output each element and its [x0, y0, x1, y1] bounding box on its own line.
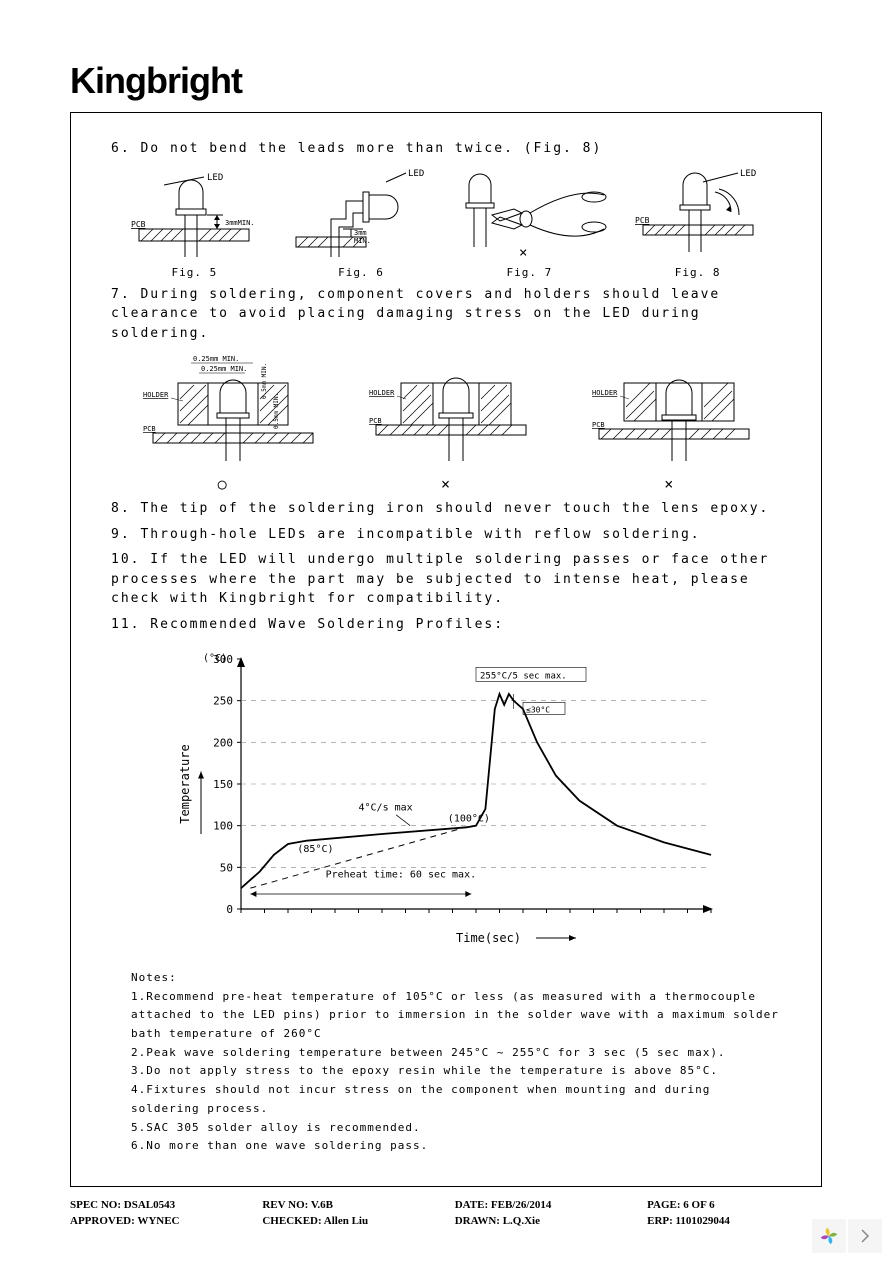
footer-spec: SPEC NO: DSAL0543 [70, 1199, 262, 1211]
svg-text:≤30°C: ≤30°C [526, 705, 550, 714]
note-4: 4.Fixtures should not incur stress on th… [131, 1081, 781, 1118]
instruction-8: 8. The tip of the soldering iron should … [111, 499, 781, 519]
footer-drawn: DRAWN: L.Q.Xie [455, 1215, 647, 1227]
svg-text:0.25mm MIN.: 0.25mm MIN. [201, 365, 247, 373]
figure-7: × Fig. 7 [444, 167, 614, 279]
note-6: 6.No more than one wave soldering pass. [131, 1137, 781, 1156]
holder-ng1-svg: HOLDER PCB [361, 351, 531, 471]
svg-text:0.25mm MIN.: 0.25mm MIN. [193, 355, 239, 363]
svg-text:150: 150 [213, 778, 233, 791]
fig6-label: Fig. 6 [278, 266, 445, 279]
footer-date: DATE: FEB/26/2014 [455, 1199, 647, 1211]
page-border: 6. Do not bend the leads more than twice… [70, 112, 822, 1187]
figure-row-1: LED PCB [111, 167, 781, 279]
fig5-svg: LED PCB [129, 167, 259, 262]
svg-text:255°C/5 sec max.: 255°C/5 sec max. [480, 671, 567, 681]
mark-ng: × [558, 475, 781, 493]
svg-text:(85°C): (85°C) [297, 844, 333, 855]
instruction-6: 6. Do not bend the leads more than twice… [111, 139, 781, 159]
svg-text:250: 250 [213, 695, 233, 708]
figure-8: LED PCB Fig. 8 [614, 167, 781, 279]
doc-footer: SPEC NO: DSAL0543 REV NO: V.6B DATE: FEB… [70, 1199, 822, 1227]
svg-text:PCB: PCB [143, 425, 156, 433]
label-3mm-b: 3mm [354, 229, 367, 237]
footer-rev: REV NO: V.6B [262, 1199, 454, 1211]
label-led: LED [740, 169, 756, 179]
holder-ng1: HOLDER PCB × [334, 351, 557, 493]
footer-checked: CHECKED: Allen Liu [262, 1215, 454, 1227]
brand-logo: Kingbright [70, 60, 822, 102]
svg-text:0: 0 [226, 903, 233, 916]
svg-text:Time(sec): Time(sec) [456, 931, 521, 945]
label-led: LED [408, 169, 424, 179]
svg-text:(°C): (°C) [203, 653, 227, 664]
fig8-label: Fig. 8 [614, 266, 781, 279]
svg-text:0.5mm MIN.: 0.5mm MIN. [273, 393, 280, 429]
holder-ok: 0.25mm MIN. 0.25mm MIN. HOLDER [111, 351, 334, 493]
mark-ng: × [334, 475, 557, 493]
holder-ng2-svg: HOLDER PCB [584, 351, 754, 471]
svg-text:HOLDER: HOLDER [143, 391, 169, 399]
svg-text:100: 100 [213, 820, 233, 833]
instruction-10: 10. If the LED will undergo multiple sol… [111, 550, 781, 609]
solder-profile-chart: 050100150200250300(°C)TemperatureTime(se… [171, 644, 781, 959]
flower-icon[interactable] [812, 1219, 846, 1253]
notes-section: Notes: 1.Recommend pre-heat temperature … [111, 969, 781, 1156]
fig5-label: Fig. 5 [111, 266, 278, 279]
fig8-svg: LED PCB [633, 167, 763, 262]
instruction-11: 11. Recommended Wave Soldering Profiles: [111, 615, 781, 635]
mark-ok: ○ [111, 475, 334, 493]
footer-erp: ERP: 1101029044 [647, 1215, 822, 1227]
fig7-svg: × [444, 167, 614, 262]
fig7-label: Fig. 7 [444, 266, 614, 279]
instruction-9: 9. Through-hole LEDs are incompatible wi… [111, 525, 781, 545]
svg-text:Temperature: Temperature [178, 744, 192, 823]
svg-text:Preheat time: 60 sec max.: Preheat time: 60 sec max. [326, 869, 477, 880]
svg-text:200: 200 [213, 736, 233, 749]
note-3: 3.Do not apply stress to the epoxy resin… [131, 1062, 781, 1081]
footer-page: PAGE: 6 OF 6 [647, 1199, 822, 1211]
mark-ng: × [519, 245, 527, 261]
svg-text:0.5mm MIN.: 0.5mm MIN. [261, 363, 268, 399]
holder-ng2: HOLDER PCB × [558, 351, 781, 493]
label-led: LED [207, 173, 223, 183]
notes-title: Notes: [131, 969, 781, 988]
fig6-svg: LED 3mm MIN. [291, 167, 431, 262]
svg-text:4°C/s max: 4°C/s max [359, 803, 413, 814]
figure-row-2: 0.25mm MIN. 0.25mm MIN. HOLDER [111, 351, 781, 493]
svg-text:MIN.: MIN. [354, 237, 371, 245]
footer-approved: APPROVED: WYNEC [70, 1215, 262, 1227]
figure-6: LED 3mm MIN. Fig. 6 [278, 167, 445, 279]
svg-text:HOLDER: HOLDER [592, 389, 618, 397]
label-3mm: 3mmMIN. [225, 219, 255, 227]
label-pcb: PCB [131, 220, 146, 229]
figure-5: LED PCB [111, 167, 278, 279]
svg-text:PCB: PCB [592, 421, 605, 429]
note-2: 2.Peak wave soldering temperature betwee… [131, 1044, 781, 1063]
note-5: 5.SAC 305 solder alloy is recommended. [131, 1119, 781, 1138]
svg-text:(100°C): (100°C) [448, 814, 490, 825]
chevron-right-icon[interactable] [848, 1219, 882, 1253]
corner-widget [810, 1219, 882, 1253]
svg-text:50: 50 [220, 861, 233, 874]
svg-text:PCB: PCB [369, 417, 382, 425]
svg-text:HOLDER: HOLDER [369, 389, 395, 397]
instruction-7: 7. During soldering, component covers an… [111, 285, 781, 344]
holder-ok-svg: 0.25mm MIN. 0.25mm MIN. HOLDER [123, 351, 323, 471]
note-1: 1.Recommend pre-heat temperature of 105°… [131, 988, 781, 1044]
label-pcb: PCB [635, 216, 650, 225]
chart-svg: 050100150200250300(°C)TemperatureTime(se… [171, 644, 731, 954]
